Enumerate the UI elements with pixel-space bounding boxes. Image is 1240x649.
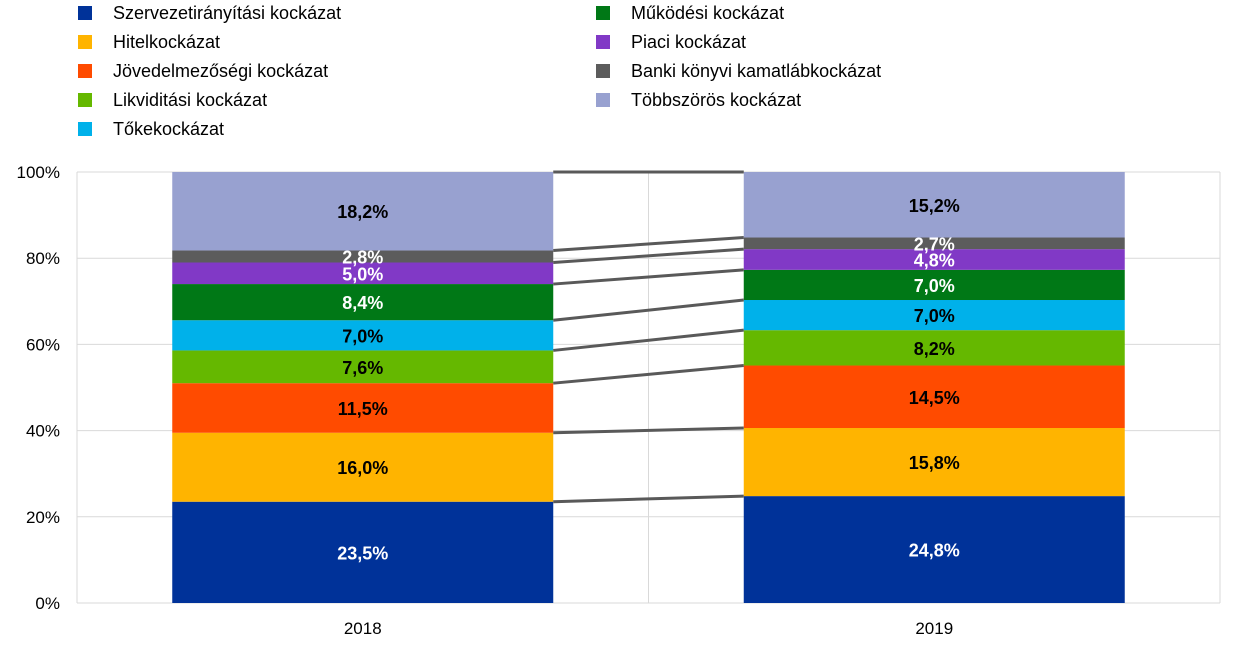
data-label: 7,0% <box>914 306 955 326</box>
bar-segment <box>743 330 1125 366</box>
series-connector-line <box>553 298 744 322</box>
series-connector-line <box>553 268 744 286</box>
data-label: 15,8% <box>909 453 960 473</box>
data-label: 5,0% <box>342 264 383 284</box>
y-tick-label: 0% <box>35 594 60 613</box>
data-label: 7,0% <box>914 276 955 296</box>
series-connector-line <box>553 247 744 265</box>
data-label: 24,8% <box>909 541 960 561</box>
data-label: 23,5% <box>337 543 388 563</box>
legend-label: Hitelkockázat <box>113 32 220 52</box>
series-connector-line <box>553 426 744 435</box>
bar-segment <box>172 320 554 351</box>
legend-label: Piaci kockázat <box>631 32 746 52</box>
bar-segment <box>172 501 554 603</box>
bar-segment <box>743 172 1125 238</box>
bar-segment <box>172 284 554 321</box>
legend-swatch <box>596 93 610 107</box>
x-tick-label: 2019 <box>915 619 953 638</box>
series-connector-line <box>553 494 744 504</box>
y-tick-label: 20% <box>26 508 60 527</box>
data-label: 8,2% <box>914 339 955 359</box>
y-tick-label: 40% <box>26 422 60 441</box>
bar-segment <box>172 172 554 251</box>
legend-label: Szervezetirányítási kockázat <box>113 3 341 23</box>
series-connector-line <box>553 328 744 352</box>
y-tick-label: 100% <box>17 163 60 182</box>
y-tick-label: 80% <box>26 249 60 268</box>
legend-swatch <box>596 64 610 78</box>
legend-swatch <box>78 6 92 20</box>
data-label: 16,0% <box>337 458 388 478</box>
bar-segment <box>172 350 554 384</box>
series-connector-line <box>553 236 744 252</box>
legend-label: Jövedelmezőségi kockázat <box>113 61 328 81</box>
legend-swatch <box>78 93 92 107</box>
data-label: 15,2% <box>909 196 960 216</box>
data-label: 18,2% <box>337 202 388 222</box>
data-label: 7,0% <box>342 326 383 346</box>
data-label: 7,6% <box>342 358 383 378</box>
data-label: 2,7% <box>914 234 955 254</box>
legend-label: Tőkekockázat <box>113 119 224 139</box>
data-label: 14,5% <box>909 388 960 408</box>
legend-swatch <box>78 64 92 78</box>
bar-segment <box>743 237 1125 250</box>
data-label: 8,4% <box>342 293 383 313</box>
legend-swatch <box>596 35 610 49</box>
bar-segment <box>743 249 1125 270</box>
bar-segment <box>743 428 1125 497</box>
bar-segment <box>172 262 554 285</box>
bar-segment <box>172 383 554 433</box>
legend-label: Többszörös kockázat <box>631 90 801 110</box>
y-tick-label: 60% <box>26 335 60 354</box>
bar-segment <box>743 365 1125 429</box>
data-label: 4,8% <box>914 250 955 270</box>
bar-segment <box>743 300 1125 331</box>
bar-segment <box>743 496 1125 603</box>
legend-label: Likviditási kockázat <box>113 90 267 110</box>
data-label: 2,8% <box>342 247 383 267</box>
legend-swatch <box>78 122 92 136</box>
x-tick-label: 2018 <box>344 619 382 638</box>
bar-segment <box>743 269 1125 301</box>
data-label: 11,5% <box>338 399 388 419</box>
legend-label: Banki könyvi kamatlábkockázat <box>631 61 881 81</box>
bar-segment <box>172 432 554 502</box>
legend-swatch <box>596 6 610 20</box>
series-connector-line <box>553 364 744 385</box>
bar-segment <box>172 250 554 263</box>
legend-swatch <box>78 35 92 49</box>
legend-label: Működési kockázat <box>631 3 784 23</box>
